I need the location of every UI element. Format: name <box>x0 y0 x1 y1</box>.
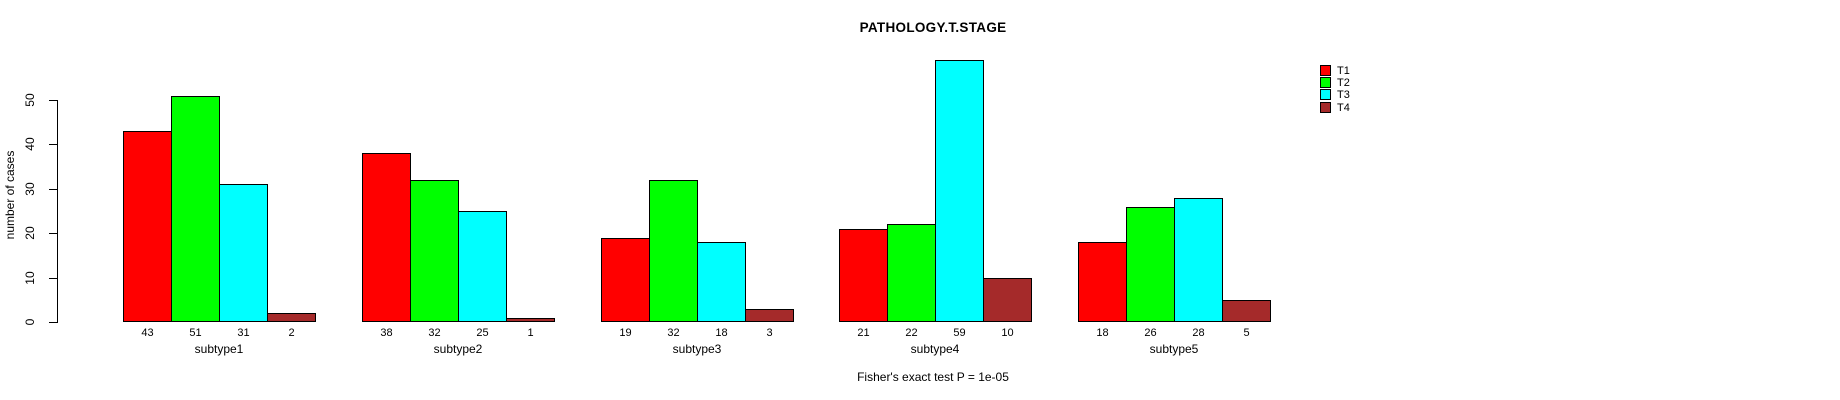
x-category-label-subtype2: subtype2 <box>433 342 483 356</box>
y-tick-label: 0 <box>23 318 37 326</box>
bar-t1-subtype3 <box>601 238 650 322</box>
bar-value-label: 38 <box>380 327 393 339</box>
bar-t2-subtype2 <box>410 180 459 322</box>
bar-t2-subtype4 <box>887 224 936 322</box>
legend-swatch-t4 <box>1320 102 1331 113</box>
bar-value-label: 18 <box>1096 327 1109 339</box>
bar-value-label: 26 <box>1144 327 1157 339</box>
bar-value-label: 32 <box>667 327 680 339</box>
x-category-label-subtype4: subtype4 <box>910 342 960 356</box>
legend-swatch-t1 <box>1320 65 1331 76</box>
bar-value-label: 43 <box>141 327 154 339</box>
bar-t3-subtype2 <box>458 211 507 322</box>
legend-swatch-t2 <box>1320 77 1331 88</box>
legend-label-t2: T2 <box>1337 77 1350 89</box>
bar-value-label: 32 <box>428 327 441 339</box>
bar-value-label: 1 <box>527 327 534 339</box>
bar-value-label: 59 <box>953 327 966 339</box>
bar-t4-subtype5 <box>1222 300 1271 322</box>
y-tick <box>49 189 57 190</box>
y-tick <box>49 100 57 101</box>
y-tick <box>49 233 57 234</box>
bar-value-label: 31 <box>237 327 250 339</box>
bar-value-label: 18 <box>715 327 728 339</box>
legend-label-t1: T1 <box>1337 65 1350 77</box>
bar-t1-subtype4 <box>839 229 888 322</box>
legend-label-t4: T4 <box>1337 102 1350 114</box>
bar-value-label: 3 <box>766 327 773 339</box>
bar-t4-subtype3 <box>745 309 794 322</box>
footnote-fisher-test: Fisher's exact test P = 1e-05 <box>857 370 1009 384</box>
y-tick <box>49 322 57 323</box>
bar-t3-subtype1 <box>219 184 268 322</box>
y-axis-label: number of cases <box>3 150 17 240</box>
bar-t1-subtype5 <box>1078 242 1127 322</box>
bar-t1-subtype2 <box>362 153 411 322</box>
bar-value-label: 2 <box>288 327 295 339</box>
bar-t2-subtype1 <box>171 96 220 322</box>
x-category-label-subtype1: subtype1 <box>194 342 244 356</box>
y-tick <box>49 144 57 145</box>
x-category-label-subtype5: subtype5 <box>1149 342 1199 356</box>
y-axis-line <box>57 100 58 323</box>
bar-t3-subtype3 <box>697 242 746 322</box>
bar-value-label: 10 <box>1001 327 1014 339</box>
bar-t2-subtype5 <box>1126 207 1175 322</box>
bar-value-label: 21 <box>857 327 870 339</box>
y-tick-label: 50 <box>23 93 37 107</box>
bar-value-label: 28 <box>1192 327 1205 339</box>
y-tick-label: 10 <box>23 271 37 285</box>
bar-value-label: 25 <box>476 327 489 339</box>
bar-t3-subtype5 <box>1174 198 1223 322</box>
bar-value-label: 19 <box>619 327 632 339</box>
x-category-label-subtype3: subtype3 <box>672 342 722 356</box>
legend-label-t3: T3 <box>1337 89 1350 101</box>
y-tick-label: 20 <box>23 226 37 240</box>
chart-title: PATHOLOGY.T.STAGE <box>859 20 1007 35</box>
bar-value-label: 5 <box>1243 327 1250 339</box>
y-tick-label: 30 <box>23 182 37 196</box>
y-tick <box>49 278 57 279</box>
bar-t4-subtype4 <box>983 278 1032 322</box>
bar-t2-subtype3 <box>649 180 698 322</box>
bar-t1-subtype1 <box>123 131 172 322</box>
bar-value-label: 22 <box>905 327 918 339</box>
legend-swatch-t3 <box>1320 89 1331 100</box>
bar-value-label: 51 <box>189 327 202 339</box>
bar-t4-subtype1 <box>267 313 316 322</box>
bar-t3-subtype4 <box>935 60 984 322</box>
y-tick-label: 40 <box>23 137 37 151</box>
bar-t4-subtype2 <box>506 318 555 322</box>
